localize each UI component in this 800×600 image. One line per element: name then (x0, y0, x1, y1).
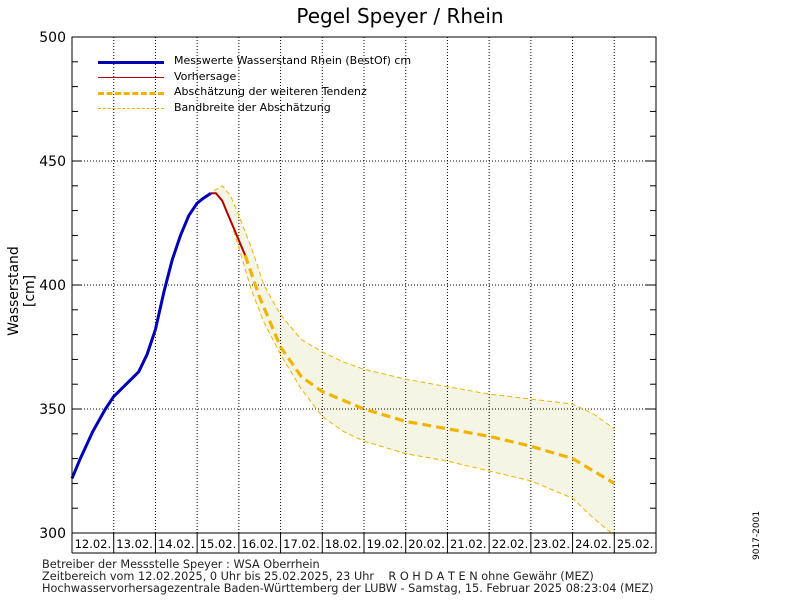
footer-publisher: Hochwasservorhersagezentrale Baden-Württ… (42, 582, 654, 595)
forecast-line (210, 192, 247, 256)
band-fill (213, 185, 615, 536)
x-tick-label: 21.02. (450, 537, 487, 551)
x-tick-label: 20.02. (408, 537, 445, 551)
footer-operator: Betreiber der Messstelle Speyer : WSA Ob… (42, 558, 320, 571)
band-lower-line (221, 200, 615, 536)
tendency-line (243, 254, 616, 485)
x-tick-label: 12.02. (75, 537, 112, 551)
y-tick-label: 400 (39, 278, 66, 294)
legend-swatch-band (98, 107, 164, 109)
legend-label-tendency: Abschätzung der weiteren Tendenz (174, 85, 367, 98)
x-tick-label: 16.02. (241, 537, 278, 551)
x-tick-label: 25.02. (617, 537, 654, 551)
y-tick-label: 300 (39, 526, 66, 542)
x-tick-label: 14.02. (158, 537, 195, 551)
y-tick-label: 500 (39, 30, 66, 46)
x-tick-label: 24.02. (575, 537, 612, 551)
y-tick-label: 450 (39, 154, 66, 170)
band-upper-line (213, 185, 615, 430)
x-tick-label: 15.02. (200, 537, 237, 551)
side-code: 9017-2001 (752, 510, 762, 560)
legend-swatch-tendency (98, 92, 164, 95)
x-tick-label: 13.02. (116, 537, 153, 551)
x-tick-label: 17.02. (283, 537, 320, 551)
footer-time-range: Zeitbereich vom 12.02.2025, 0 Uhr bis 25… (42, 570, 594, 583)
x-tick-label: 22.02. (492, 537, 529, 551)
legend-swatch-forecast (98, 76, 164, 78)
x-tick-label: 23.02. (533, 537, 570, 551)
legend-label-measured: Messwerte Wasserstand Rhein (BestOf) cm (174, 54, 412, 67)
chart-title: Pegel Speyer / Rhein (296, 4, 504, 28)
legend-swatch-measured (98, 61, 164, 64)
measured-line (70, 191, 212, 479)
legend-label-band: Bandbreite der Abschätzung (174, 100, 331, 114)
y-tick-label: 350 (39, 402, 66, 418)
y-axis-label: Wasserstand [cm] (6, 246, 38, 336)
x-tick-label: 19.02. (367, 537, 404, 551)
x-tick-label: 18.02. (325, 537, 362, 551)
legend-label-forecast: Vorhersage (174, 69, 237, 83)
